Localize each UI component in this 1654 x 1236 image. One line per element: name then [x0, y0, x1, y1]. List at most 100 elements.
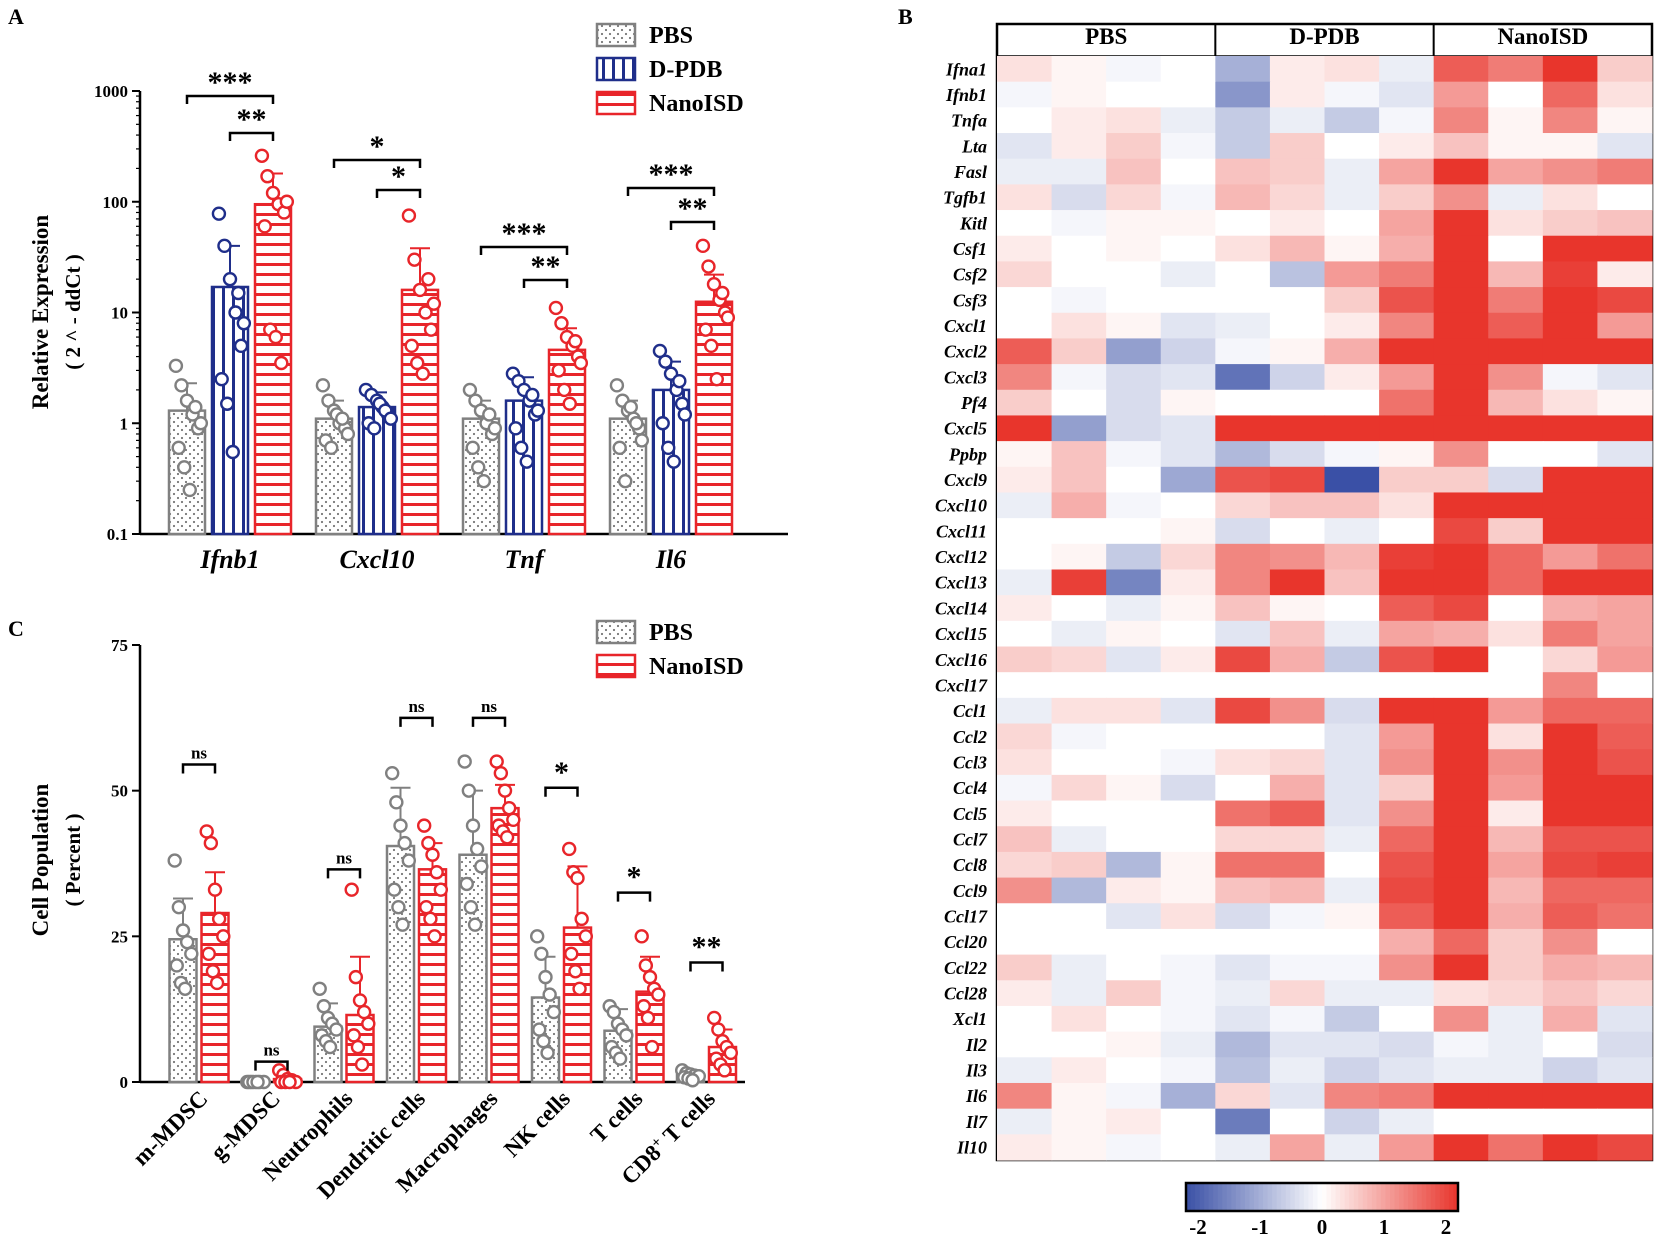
panel-c-sig-bracket-t-cells — [616, 891, 652, 902]
heatmap-cell-ccl17-7 — [1379, 903, 1435, 930]
heatmap-gene-label-cxcl10: Cxcl10 — [935, 496, 987, 516]
panel-c-point-nanoisd-t-cells — [634, 929, 649, 944]
heatmap-cell-cxcl13-6 — [1324, 569, 1380, 596]
heatmap-cell-ccl28-3 — [1160, 980, 1216, 1007]
heatmap-cell-ifna1-1 — [1051, 56, 1107, 83]
heatmap-cell-tgfb1-8 — [1433, 184, 1489, 211]
heatmap-gene-label-cxcl16: Cxcl16 — [935, 650, 987, 670]
panel-a-point-pbs-tnf — [465, 440, 480, 456]
heatmap-gene-label-ifna1: Ifna1 — [945, 59, 987, 79]
heatmap-cell-ccl4-8 — [1433, 774, 1489, 802]
colorbar-tick-label: 1 — [1379, 1215, 1390, 1236]
heatmap-group-label-pbs: PBS — [1085, 24, 1127, 49]
panel-a-point-d-pdb-ifnb1 — [236, 316, 252, 331]
panel-a-point-nanoisd-il6 — [698, 322, 713, 337]
heatmap-cell-ccl1-10 — [1542, 697, 1599, 725]
heatmap-cell-xcl1-2 — [1106, 1005, 1162, 1033]
colorbar-segment — [1394, 1183, 1400, 1211]
heatmap-cell-il10-9 — [1488, 1134, 1544, 1161]
panel-a-bar-nanoisd-tnf — [547, 348, 587, 536]
heatmap-cell-cxcl9-3 — [1160, 466, 1216, 494]
panel-c-point-nanoisd-nk-cells — [568, 964, 583, 979]
heatmap-cell-cxcl1-2 — [1106, 312, 1162, 340]
heatmap-cell-cxcl17-6 — [1324, 672, 1380, 699]
heatmap-cell-csf3-8 — [1433, 287, 1489, 314]
heatmap-gene-label-ccl9: Ccl9 — [953, 881, 987, 901]
colorbar-segment — [1308, 1183, 1314, 1211]
panel-c-point-pbs-dendritic-cells — [387, 882, 402, 897]
panel-c-point-pbs-m-mdsc — [167, 853, 182, 868]
heatmap-cell-cxcl16-3 — [1160, 646, 1216, 673]
heatmap-cell-ccl9-5 — [1269, 877, 1326, 904]
heatmap-cell-il3-5 — [1269, 1057, 1326, 1084]
heatmap-cell-cxcl1-1 — [1051, 312, 1107, 340]
heatmap-cell-cxcl2-3 — [1160, 338, 1216, 365]
heatmap-cell-fasl-9 — [1488, 158, 1544, 185]
heatmap-cell-tgfb1-2 — [1106, 184, 1162, 211]
heatmap-cell-csf3-10 — [1542, 287, 1599, 314]
panel-c-point-pbs-macrophages — [469, 841, 485, 857]
panel-a-sig-bracket-wide-ifnb1 — [185, 94, 275, 104]
heatmap-cell-csf2-11 — [1597, 261, 1653, 288]
heatmap-cell-ifnb1-3 — [1160, 81, 1216, 108]
heatmap-cell-ifna1-9 — [1488, 56, 1544, 83]
panel-c-point-nanoisd-nk-cells — [570, 870, 585, 886]
heatmap-gene-labels: Ifna1 Ifnb1 Tnfa Lta Fasl Tgfb1 Kitl Csf1 Csf2 Cs… — [935, 59, 988, 1157]
heatmap-cell-ccl7-11 — [1597, 826, 1653, 853]
heatmap-cell-ifnb1-9 — [1488, 81, 1544, 108]
heatmap-cell-ccl5-9 — [1488, 800, 1544, 827]
heatmap-cell-ppbp-10 — [1542, 441, 1599, 468]
heatmap-cell-ifna1-11 — [1597, 56, 1653, 83]
heatmap-cell-il10-11 — [1597, 1134, 1653, 1161]
heatmap-cell-ccl3-11 — [1597, 749, 1653, 776]
colorbar-segment — [1186, 1183, 1192, 1211]
heatmap-cell-fasl-3 — [1160, 158, 1216, 185]
panel-c-point-pbs-m-mdsc — [171, 900, 187, 915]
heatmap-cell-csf1-9 — [1488, 235, 1544, 262]
colorbar-segment — [1249, 1183, 1255, 1211]
panel-a-point-d-pdb-ifnb1 — [220, 396, 235, 411]
heatmap-cell-ccl5-4 — [1215, 800, 1271, 827]
heatmap-cell-cxcl1-0 — [997, 312, 1053, 340]
panel-c-point-nanoisd-neutrophils — [350, 1039, 366, 1055]
colorbar-segment — [1240, 1183, 1246, 1211]
panel-c-ytick-label: 0 — [120, 1073, 129, 1092]
heatmap-cell-ccl7-5 — [1269, 826, 1326, 853]
heatmap-cell-kitl-7 — [1379, 210, 1435, 237]
heatmap-cell-ccl2-3 — [1160, 723, 1216, 750]
heatmap-gene-label-tnfa: Tnfa — [951, 111, 987, 131]
heatmap-cell-ccl2-11 — [1597, 723, 1653, 750]
heatmap-gene-label-ccl1: Ccl1 — [953, 701, 987, 721]
heatmap-cell-cxcl14-7 — [1379, 595, 1435, 622]
heatmap-cell-cxcl13-4 — [1215, 569, 1271, 596]
heatmap-cell-cxcl17-10 — [1542, 672, 1599, 699]
heatmap-cell-cxcl15-10 — [1542, 620, 1599, 648]
colorbar-segment — [1335, 1183, 1341, 1211]
heatmap-cell-cxcl14-4 — [1215, 595, 1271, 622]
heatmap-cell-ccl4-11 — [1597, 774, 1653, 802]
panel-c-point-pbs-nk-cells — [534, 946, 549, 962]
heatmap-cell-cxcl12-3 — [1160, 543, 1216, 571]
heatmap-cell-ppbp-2 — [1106, 441, 1162, 468]
heatmap-cell-cxcl13-2 — [1106, 569, 1162, 596]
heatmap-gene-label-ccl20: Ccl20 — [944, 932, 987, 952]
colorbar-segment — [1326, 1183, 1332, 1211]
heatmap-cell-il3-4 — [1215, 1057, 1271, 1084]
heatmap-cell-tnfa-11 — [1597, 107, 1653, 134]
heatmap-cell-il2-7 — [1379, 1031, 1435, 1058]
heatmap-cell-ccl17-5 — [1269, 903, 1326, 930]
heatmap-cell-cxcl2-1 — [1051, 338, 1107, 365]
heatmap-cell-cxcl14-11 — [1597, 595, 1653, 622]
panel-c-point-nanoisd-neutrophils — [354, 1057, 370, 1072]
heatmap-cell-cxcl3-6 — [1324, 364, 1380, 391]
colorbar-segment — [1403, 1183, 1409, 1211]
colorbar-segment — [1199, 1183, 1205, 1211]
panel-c-point-pbs-dendritic-cells — [393, 818, 408, 833]
panel-a-point-nanoisd-il6 — [695, 238, 711, 254]
heatmap-cell-ccl17-1 — [1051, 903, 1107, 930]
colorbar-frame — [1184, 1181, 1460, 1213]
panel-a-point-pbs-il6 — [609, 378, 625, 393]
heatmap-cell-cxcl12-6 — [1324, 543, 1380, 571]
heatmap-gene-label-csf1: Csf1 — [953, 239, 987, 259]
panel-c-point-pbs-dendritic-cells — [391, 900, 406, 915]
